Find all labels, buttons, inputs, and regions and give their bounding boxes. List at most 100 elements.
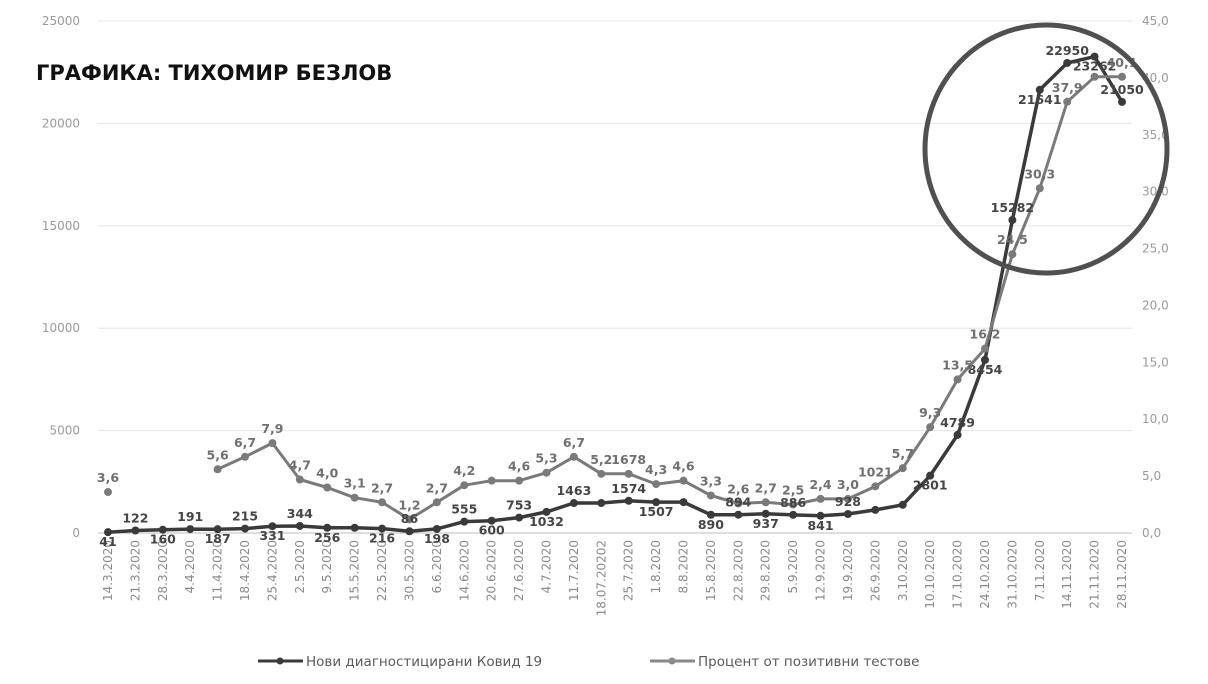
data-point	[898, 464, 907, 473]
data-label: 187	[205, 531, 231, 546]
data-label: 13,5	[942, 357, 973, 372]
x-tick-label: 9.5.2020	[320, 540, 334, 593]
data-label: 22950	[1045, 43, 1089, 58]
data-point	[789, 500, 798, 509]
legend-label-new-cases: Нови диагностицирани Ковид 19	[306, 654, 542, 670]
data-label: 1463	[556, 483, 591, 498]
x-tick-label: 2.5.2020	[293, 540, 307, 593]
data-label: 41	[99, 534, 116, 549]
data-label: 256	[314, 530, 340, 545]
data-label: 9,3	[919, 405, 941, 420]
data-label: 4,6	[508, 459, 530, 474]
data-point	[926, 423, 935, 432]
x-tick-label: 27.6.2020	[512, 540, 526, 601]
data-label: 331	[259, 528, 285, 543]
legend-label-positive-percent: Процент от позитивни тестове	[698, 654, 919, 670]
data-label: 2,7	[755, 480, 777, 495]
data-label: 15282	[991, 200, 1035, 215]
data-label: 24,5	[997, 232, 1028, 247]
data-point	[1008, 216, 1017, 225]
data-point	[295, 475, 304, 484]
data-label: 1,2	[398, 497, 420, 512]
data-point	[158, 525, 167, 534]
x-tick-label: 4.7.2020	[539, 540, 553, 593]
x-tick-label: 5.9.2020	[786, 540, 800, 593]
data-point	[295, 521, 304, 530]
x-tick-label: 1.8.2020	[649, 540, 663, 593]
data-point	[432, 498, 441, 507]
x-tick-label: 14.11.2020	[1060, 540, 1074, 609]
x-tick-label: 12.9.2020	[814, 540, 828, 601]
data-label: 1678	[611, 452, 646, 467]
data-label: 23262	[1073, 59, 1117, 74]
series-new-cases	[104, 52, 1126, 537]
y2-tick-label: 20,0	[1142, 298, 1169, 312]
data-label: 3,3	[700, 473, 722, 488]
x-tick-label: 25.4.2020	[265, 540, 279, 601]
data-point	[432, 524, 441, 533]
data-point	[350, 493, 359, 502]
data-label: 1507	[639, 504, 674, 519]
data-point	[569, 452, 578, 461]
data-label: 1021	[858, 464, 893, 479]
x-tick-label: 26.9.2020	[868, 540, 882, 601]
data-point	[652, 480, 661, 489]
highlight-circle	[922, 22, 1170, 276]
data-label: 3,6	[97, 470, 119, 485]
data-label: 4789	[940, 415, 975, 430]
data-point	[378, 498, 387, 507]
data-point	[405, 527, 414, 536]
data-point	[1118, 97, 1126, 106]
data-point	[871, 482, 880, 491]
x-tick-label: 17.10.2020	[951, 540, 965, 609]
legend-marker-positive-percent	[668, 657, 676, 665]
x-tick-label: 10.10.2020	[923, 540, 937, 609]
data-point	[597, 469, 606, 478]
data-point	[734, 510, 743, 519]
data-label: 555	[451, 502, 477, 517]
data-point	[515, 513, 524, 522]
y-tick-label: 10000	[42, 321, 80, 335]
data-point	[104, 488, 112, 497]
data-label: 2,5	[782, 483, 804, 498]
data-label: 937	[753, 516, 779, 531]
data-point	[268, 439, 277, 448]
data-point	[980, 344, 989, 353]
data-point	[1090, 52, 1099, 61]
x-tick-label: 19.9.2020	[841, 540, 855, 601]
data-point	[926, 471, 935, 480]
x-tick-label: 18.4.2020	[238, 540, 252, 601]
data-label: 5,6	[207, 447, 229, 462]
data-label: 30,3	[1024, 166, 1055, 181]
x-tick-label: 6.6.2020	[430, 540, 444, 593]
x-tick-label: 11.7.2020	[567, 540, 581, 601]
data-point	[241, 524, 250, 533]
data-point	[213, 465, 222, 474]
data-point	[734, 499, 743, 508]
data-point	[323, 523, 332, 532]
data-label: 215	[232, 509, 258, 524]
y2-tick-label: 35,0	[1142, 128, 1169, 142]
y-tick-label: 5000	[49, 424, 80, 438]
data-label: 2,4	[809, 477, 831, 492]
data-point	[1035, 85, 1044, 94]
y-tick-label: 20000	[42, 116, 80, 130]
data-label: 3,0	[837, 477, 859, 492]
data-point	[953, 430, 962, 439]
x-tick-label: 20.6.2020	[485, 540, 499, 601]
data-label: 4,7	[289, 458, 311, 473]
legend: Нови диагностицирани Ковид 19 Процент от…	[258, 654, 919, 670]
data-point	[1008, 250, 1017, 259]
data-point	[706, 491, 715, 500]
series-positive-percent	[104, 72, 1126, 524]
data-point	[186, 525, 195, 534]
data-label: 5,7	[892, 446, 914, 461]
x-tick-label: 21.3.2020	[128, 540, 142, 601]
data-label: 16,2	[970, 327, 1001, 342]
data-point	[542, 468, 551, 477]
data-point	[213, 525, 222, 534]
data-point	[679, 498, 688, 507]
x-tick-label: 3.10.2020	[896, 540, 910, 601]
data-label: 4,3	[645, 462, 667, 477]
